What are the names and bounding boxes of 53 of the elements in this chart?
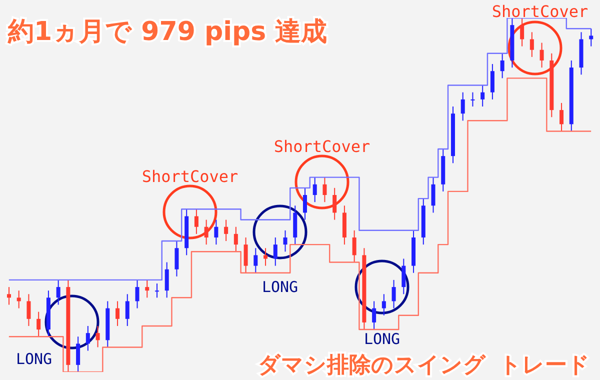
candlestick bbox=[500, 52, 504, 79]
annotation: ShortCover bbox=[492, 2, 589, 21]
candlestick bbox=[470, 92, 475, 107]
candlestick bbox=[460, 92, 465, 122]
candlestick bbox=[560, 102, 564, 132]
candlestick bbox=[164, 262, 169, 298]
candlestick bbox=[273, 236, 278, 266]
annotation: ShortCover bbox=[274, 137, 371, 156]
candlestick bbox=[283, 230, 288, 252]
candlestick bbox=[402, 258, 406, 295]
candlestick bbox=[214, 219, 218, 246]
candlestick bbox=[204, 219, 208, 246]
candlestick bbox=[145, 279, 150, 298]
candlestick bbox=[56, 279, 60, 306]
candlestick bbox=[135, 279, 140, 309]
candlestick bbox=[154, 283, 159, 298]
annotation: ダマシ排除のスイング トレード bbox=[258, 353, 590, 378]
candlestick bbox=[490, 64, 494, 100]
candlestick bbox=[392, 279, 396, 309]
candlestick bbox=[352, 230, 356, 263]
annotation: ShortCover bbox=[142, 167, 239, 186]
candlestick bbox=[86, 325, 90, 352]
candlestick bbox=[254, 248, 258, 274]
candlestick bbox=[116, 300, 120, 326]
candlestick bbox=[312, 176, 317, 203]
candlestick bbox=[96, 325, 100, 348]
candlestick bbox=[125, 294, 130, 326]
candlestick bbox=[16, 290, 21, 309]
candlestick bbox=[224, 219, 228, 242]
candlestick bbox=[520, 18, 524, 47]
candlestick bbox=[36, 311, 41, 338]
candlestick bbox=[6, 286, 11, 306]
candlestick bbox=[234, 226, 238, 252]
chart-title: 約1ヵ月で 979 pips 達成 bbox=[7, 17, 328, 47]
candlestick bbox=[302, 187, 307, 220]
annotation: LONG bbox=[364, 330, 400, 348]
candlestick bbox=[244, 236, 248, 274]
candlestick bbox=[480, 84, 485, 107]
candlestick bbox=[26, 294, 31, 326]
candlestick bbox=[332, 187, 337, 220]
candlestick bbox=[431, 176, 436, 214]
candlestick bbox=[194, 208, 198, 234]
candlestick bbox=[372, 300, 376, 330]
annotation: LONG bbox=[16, 350, 52, 368]
candlestick bbox=[530, 32, 534, 58]
candlestick bbox=[589, 28, 594, 47]
candlestick bbox=[174, 240, 179, 277]
annotation: LONG bbox=[262, 278, 298, 296]
candlestick bbox=[264, 248, 268, 266]
candlestick bbox=[540, 42, 544, 68]
candlestick bbox=[382, 294, 386, 316]
candlestick bbox=[322, 176, 327, 203]
candlestick bbox=[76, 336, 80, 372]
